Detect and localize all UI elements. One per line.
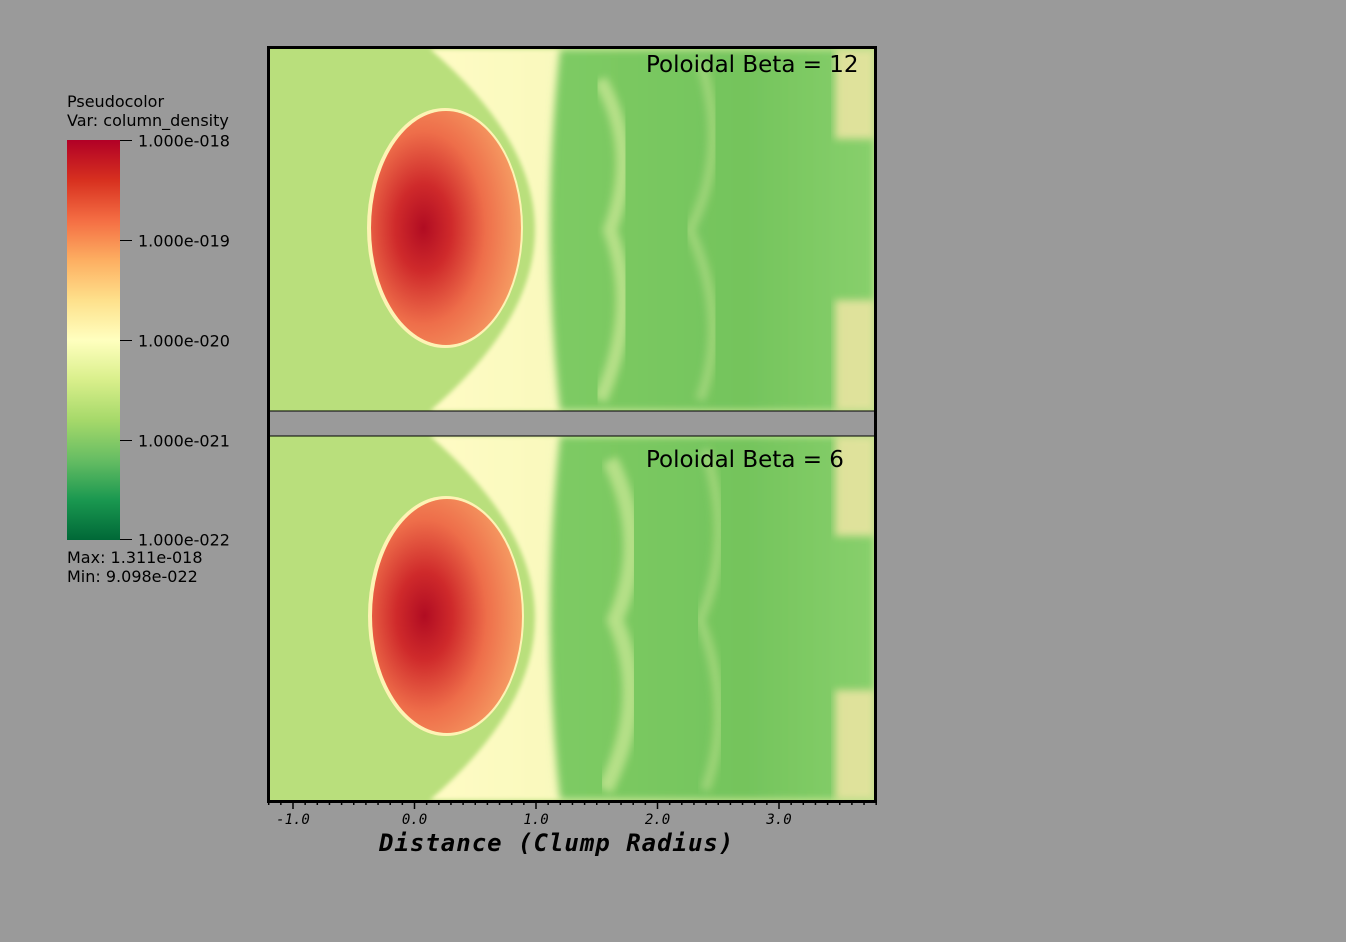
colorbar-label: 1.000e-022 — [138, 530, 230, 550]
colorbar-label: 1.000e-020 — [138, 331, 230, 351]
legend-max: Max: 1.311e-018 — [67, 548, 203, 567]
colorbar-tick — [120, 240, 132, 241]
legend-variable: Var: column_density — [67, 111, 229, 130]
colorbar-label: 1.000e-021 — [138, 431, 230, 451]
legend-min: Min: 9.098e-022 — [67, 567, 198, 586]
x-tick-label: 0.0 — [401, 812, 428, 828]
colorbar — [67, 140, 120, 540]
panel-separator — [269, 411, 876, 436]
panel-title-bottom: Poloidal Beta = 6 — [646, 447, 844, 473]
x-tick-label: 3.0 — [766, 812, 792, 828]
panel-bottom-image — [270, 436, 875, 800]
panel-title-top: Poloidal Beta = 12 — [646, 52, 859, 78]
colorbar-tick — [120, 340, 132, 341]
x-axis-title: Distance (Clump Radius) — [379, 829, 735, 857]
legend-plot-type: Pseudocolor — [67, 92, 165, 111]
x-axis-ticks — [267, 801, 877, 809]
x-tick-label: -1.0 — [276, 812, 310, 828]
x-tick-label: 2.0 — [644, 812, 671, 828]
colorbar-tick — [120, 539, 132, 540]
colorbar-tick — [120, 140, 132, 141]
colorbar-label: 1.000e-018 — [138, 131, 230, 151]
x-tick-label: 1.0 — [523, 812, 549, 828]
panel-top-image — [270, 49, 875, 411]
colorbar-tick — [120, 440, 132, 441]
colorbar-label: 1.000e-019 — [138, 231, 230, 251]
